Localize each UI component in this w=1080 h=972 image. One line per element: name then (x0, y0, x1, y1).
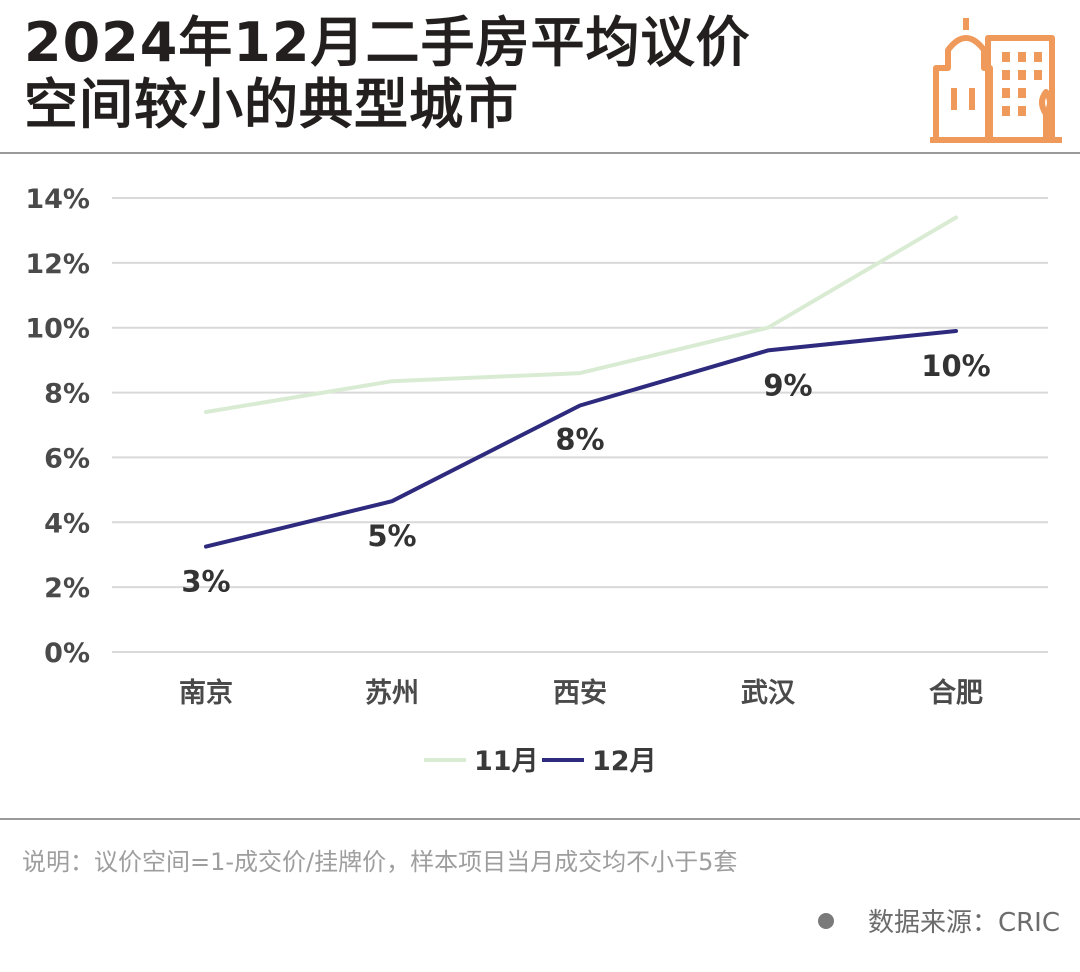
legend-label-2: 12月 (592, 746, 657, 777)
x-tick-label: 合肥 (929, 677, 983, 709)
data-label: 5% (367, 519, 416, 553)
y-tick-label: 6% (44, 443, 90, 474)
legend: 11月 12月 (424, 746, 657, 777)
x-tick-label: 西安 (553, 678, 607, 709)
series-line-1 (204, 215, 958, 414)
y-tick-label: 0% (44, 638, 90, 669)
data-label: 8% (555, 423, 604, 457)
y-tick-label: 14% (25, 184, 90, 215)
data-label: 3% (181, 565, 230, 599)
city-buildings-icon (930, 18, 1062, 143)
data-label: 9% (763, 368, 812, 402)
page-title: 2024年12月二手房平均议价 空间较小的典型城市 (24, 12, 750, 136)
chart-note: 说明：议价空间=1-成交价/挂牌价，样本项目当月成交均不小于5套 (22, 848, 738, 876)
footer-divider (0, 818, 1080, 820)
x-tick-label: 南京 (179, 677, 233, 709)
data-source-text: 数据来源：CRIC (867, 908, 1060, 938)
x-tick-label: 武汉 (741, 678, 796, 709)
y-axis-ticks: 0% 2% 4% 6% 8% 10% 12% 14% (25, 184, 90, 669)
x-axis-ticks: 南京 苏州 西安 武汉 合肥 (179, 677, 983, 709)
y-tick-label: 12% (25, 249, 90, 280)
title-line-2: 空间较小的典型城市 (24, 73, 519, 136)
data-labels: 3% 5% 8% 9% 10% (181, 349, 990, 599)
y-tick-label: 8% (44, 379, 90, 410)
y-tick-label: 2% (44, 573, 90, 604)
data-label: 10% (921, 349, 990, 383)
data-source: 数据来源：CRIC (817, 902, 1060, 939)
legend-label-1: 11月 (474, 746, 539, 777)
grid-lines (112, 197, 1048, 653)
title-line-1: 2024年12月二手房平均议价 (24, 11, 751, 74)
y-tick-label: 10% (25, 314, 90, 345)
header-divider (0, 152, 1080, 154)
y-tick-label: 4% (44, 508, 90, 539)
series-lines (204, 215, 958, 549)
x-tick-label: 苏州 (365, 678, 419, 709)
line-chart: 0% 2% 4% 6% 8% 10% 12% 14% 南京 苏州 西安 武汉 合肥 3% 5% 8% 9% 1… (25, 184, 1048, 777)
bullet-dot-icon (817, 912, 834, 929)
